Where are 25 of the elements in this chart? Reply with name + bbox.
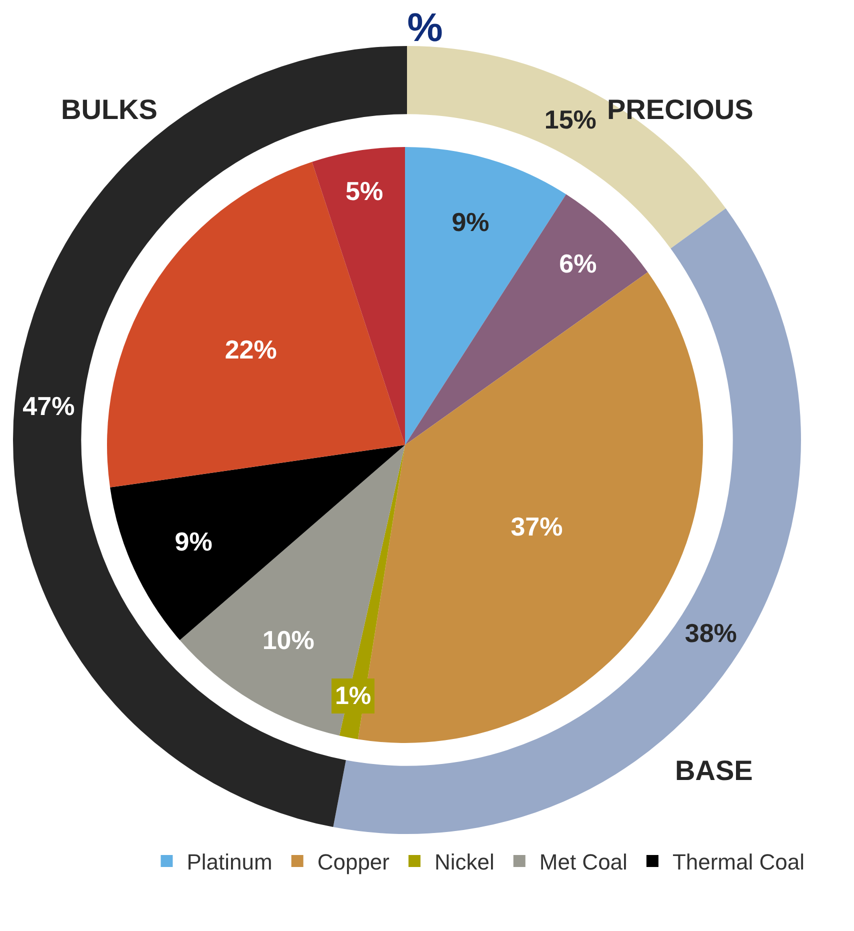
chart-title: % [407,6,443,50]
data-label: 15% [544,104,596,134]
data-label: 38% [684,618,737,648]
data-label: 6% [559,248,597,279]
pie-slice [312,147,405,445]
data-label: 37% [510,512,563,542]
data-label: 22% [224,334,277,364]
legend-label: Thermal Coal [672,850,804,875]
data-label: 9% [452,206,490,237]
donut-slice [13,46,407,828]
pie-slice [405,194,648,445]
data-label: 5% [346,176,384,206]
legend-label: Met Coal [539,850,628,875]
slice-label: BULKS [61,94,158,125]
data-label: 9% [174,526,212,557]
legend-label: Nickel [434,850,494,875]
data-label: 10% [262,624,314,655]
donut-slice [333,208,801,834]
pie-slice [107,162,405,488]
slice-label: PRECIOUS [607,94,754,125]
legend-label: Platinum [186,850,272,875]
data-label: 1% [335,682,372,710]
slice-label: BASE [675,755,753,786]
data-label: 47% [22,391,75,422]
legend-label: Copper [317,850,390,875]
